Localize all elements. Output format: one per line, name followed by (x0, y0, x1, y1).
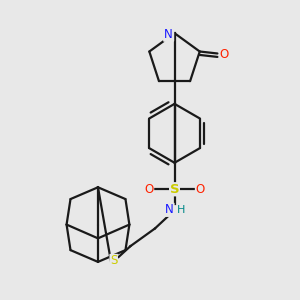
Text: O: O (220, 48, 229, 61)
Text: S: S (170, 183, 179, 196)
Text: O: O (195, 183, 205, 196)
Text: N: N (165, 203, 174, 216)
Text: H: H (177, 205, 186, 215)
Text: N: N (164, 28, 173, 41)
Text: S: S (110, 254, 117, 267)
Text: O: O (144, 183, 154, 196)
